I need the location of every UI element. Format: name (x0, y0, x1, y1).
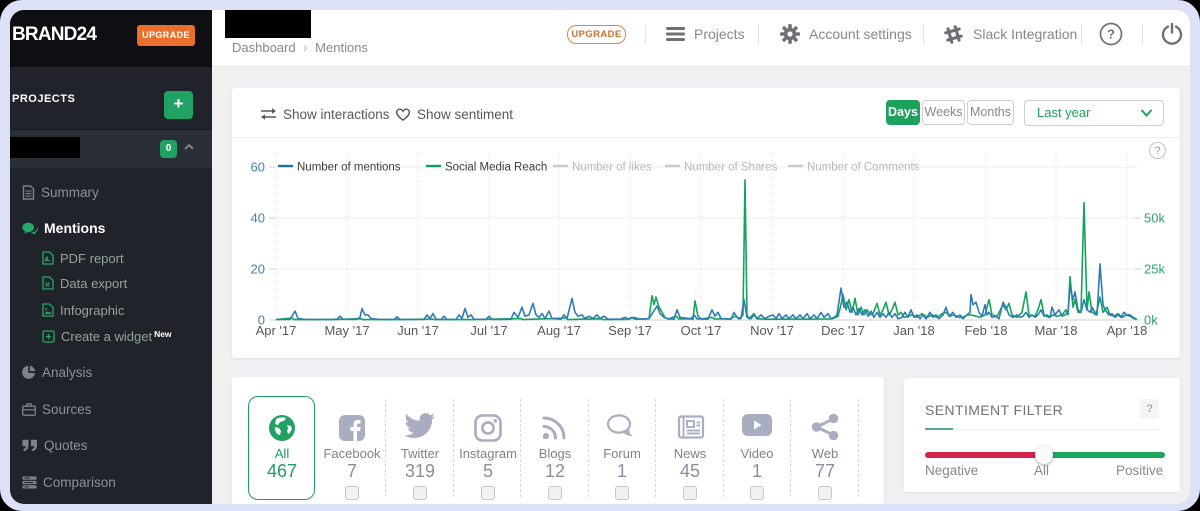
svg-text:0k: 0k (1144, 313, 1158, 328)
svg-text:Jul '17: Jul '17 (470, 323, 507, 338)
svg-text:Number of Shares: Number of Shares (684, 162, 778, 174)
svg-text:Number of mentions: Number of mentions (297, 162, 401, 174)
svg-text:60: 60 (251, 160, 265, 175)
svg-text:Jan '18: Jan '18 (893, 323, 935, 338)
svg-text:?: ? (1107, 27, 1115, 42)
svg-text:Apr '18: Apr '18 (1107, 323, 1148, 338)
svg-text:Jun '17: Jun '17 (397, 323, 439, 338)
svg-text:20: 20 (251, 262, 265, 277)
svg-text:Oct '17: Oct '17 (681, 323, 722, 338)
svg-text:40: 40 (251, 211, 265, 226)
svg-text:Feb '18: Feb '18 (965, 323, 1008, 338)
svg-text:Dec '17: Dec '17 (821, 323, 865, 338)
svg-text:0: 0 (258, 313, 265, 328)
svg-text:50k: 50k (1144, 211, 1165, 226)
svg-text:Nov '17: Nov '17 (750, 323, 794, 338)
svg-text:Apr '17: Apr '17 (256, 323, 297, 338)
svg-text:Number of likes: Number of likes (572, 162, 652, 174)
svg-text:Social Media Reach: Social Media Reach (445, 162, 547, 174)
svg-text:May '17: May '17 (324, 323, 369, 338)
svg-text:Aug '17: Aug '17 (537, 323, 581, 338)
svg-text:25k: 25k (1144, 262, 1165, 277)
svg-text:Mar '18: Mar '18 (1035, 323, 1078, 338)
svg-text:Sep '17: Sep '17 (608, 323, 652, 338)
svg-text:Number of Comments: Number of Comments (807, 162, 920, 174)
